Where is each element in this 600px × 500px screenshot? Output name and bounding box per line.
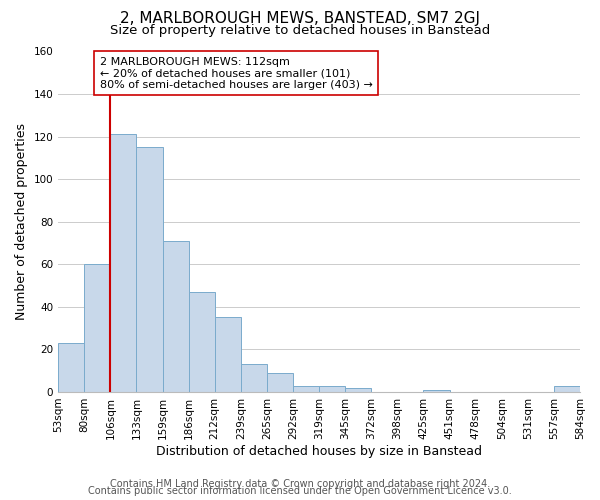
- Text: 2, MARLBOROUGH MEWS, BANSTEAD, SM7 2GJ: 2, MARLBOROUGH MEWS, BANSTEAD, SM7 2GJ: [120, 11, 480, 26]
- Bar: [554, 386, 580, 392]
- Text: Contains public sector information licensed under the Open Government Licence v3: Contains public sector information licen…: [88, 486, 512, 496]
- Bar: [293, 386, 319, 392]
- Bar: [136, 148, 163, 392]
- Bar: [241, 364, 267, 392]
- Bar: [215, 318, 241, 392]
- Bar: [58, 343, 84, 392]
- Bar: [345, 388, 371, 392]
- Bar: [110, 134, 136, 392]
- Text: 2 MARLBOROUGH MEWS: 112sqm
← 20% of detached houses are smaller (101)
80% of sem: 2 MARLBOROUGH MEWS: 112sqm ← 20% of deta…: [100, 56, 373, 90]
- Bar: [319, 386, 345, 392]
- Bar: [84, 264, 110, 392]
- Bar: [188, 292, 215, 392]
- Text: Contains HM Land Registry data © Crown copyright and database right 2024.: Contains HM Land Registry data © Crown c…: [110, 479, 490, 489]
- Bar: [163, 241, 188, 392]
- X-axis label: Distribution of detached houses by size in Banstead: Distribution of detached houses by size …: [156, 444, 482, 458]
- Y-axis label: Number of detached properties: Number of detached properties: [15, 123, 28, 320]
- Text: Size of property relative to detached houses in Banstead: Size of property relative to detached ho…: [110, 24, 490, 37]
- Bar: [424, 390, 449, 392]
- Bar: [267, 373, 293, 392]
